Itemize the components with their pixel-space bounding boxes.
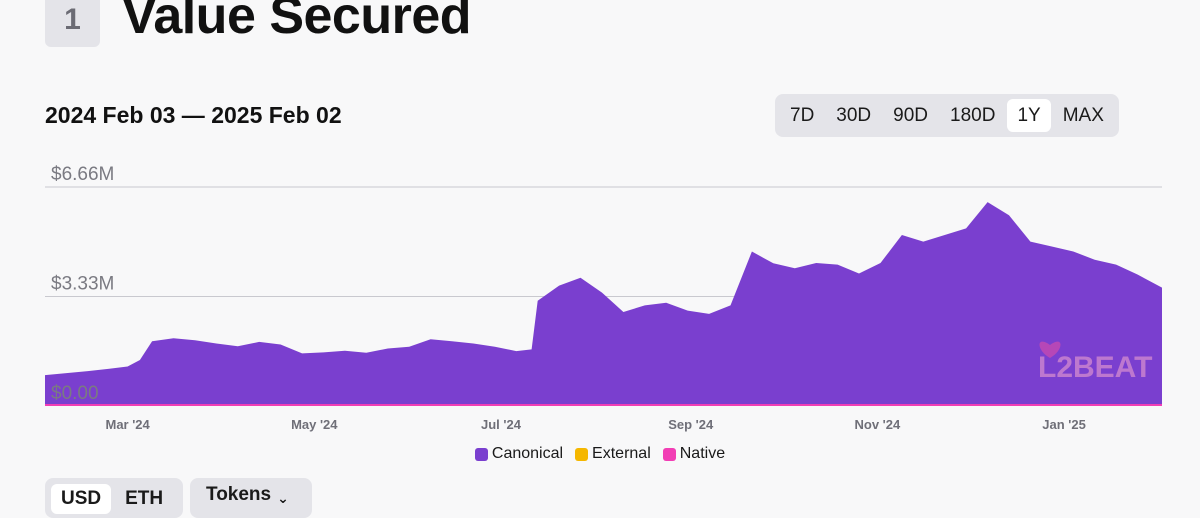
range-button-1y[interactable]: 1Y — [1007, 99, 1051, 132]
y-tick-label-1: $3.33M — [51, 274, 114, 295]
time-range-selector: 7D 30D 90D 180D 1Y MAX — [775, 94, 1119, 137]
value-secured-chart[interactable]: L2BEAT $6.66M $3.33M $0.00 Mar '24 May '24 Jul… — [0, 140, 1200, 440]
currency-toggle: USD ETH — [45, 478, 183, 518]
legend-item-external[interactable]: External — [575, 445, 651, 463]
legend-swatch-external — [575, 447, 589, 461]
y-tick-label-0: $6.66M — [51, 164, 114, 185]
legend-label-native: Native — [679, 445, 726, 462]
x-tick-label-5: Jan '25 — [1042, 417, 1086, 432]
range-button-30d[interactable]: 30D — [836, 104, 872, 126]
range-button-90d[interactable]: 90D — [893, 104, 929, 126]
x-tick-label-1: May '24 — [291, 417, 338, 432]
svg-text:L2BEAT: L2BEAT — [1038, 351, 1152, 384]
x-tick-label-4: Nov '24 — [855, 417, 901, 432]
series-area-canonical — [45, 202, 1162, 406]
currency-option-eth[interactable]: ETH — [125, 488, 164, 509]
x-tick-label-3: Sep '24 — [668, 417, 714, 432]
series-band-native — [45, 404, 1162, 406]
section-number-badge: 1 — [45, 0, 100, 47]
legend-item-canonical[interactable]: Canonical — [474, 445, 564, 463]
legend-swatch-native — [662, 447, 676, 461]
x-tick-label-0: Mar '24 — [105, 417, 150, 432]
chart-legend: Canonical External Native — [0, 445, 1200, 463]
tokens-dropdown-button[interactable]: Tokens ⌄ — [190, 478, 312, 518]
y-tick-label-2: $0.00 — [51, 383, 99, 404]
legend-label-external: External — [592, 445, 651, 462]
chevron-down-icon: ⌄ — [277, 490, 289, 506]
range-button-max[interactable]: MAX — [1062, 104, 1104, 126]
x-tick-label-2: Jul '24 — [481, 417, 522, 432]
l2beat-watermark-logo: L2BEAT — [1038, 341, 1152, 384]
currency-option-usd[interactable]: USD — [51, 484, 112, 514]
legend-label-canonical: Canonical — [491, 445, 564, 462]
range-button-7d[interactable]: 7D — [790, 104, 815, 126]
section-title: Value Secured — [122, 0, 472, 45]
tokens-button-label: Tokens — [206, 484, 272, 505]
date-range-label: 2024 Feb 03 — 2025 Feb 02 — [45, 102, 342, 128]
legend-swatch-canonical — [474, 447, 488, 461]
legend-item-native[interactable]: Native — [662, 445, 726, 463]
range-button-180d[interactable]: 180D — [950, 104, 996, 126]
